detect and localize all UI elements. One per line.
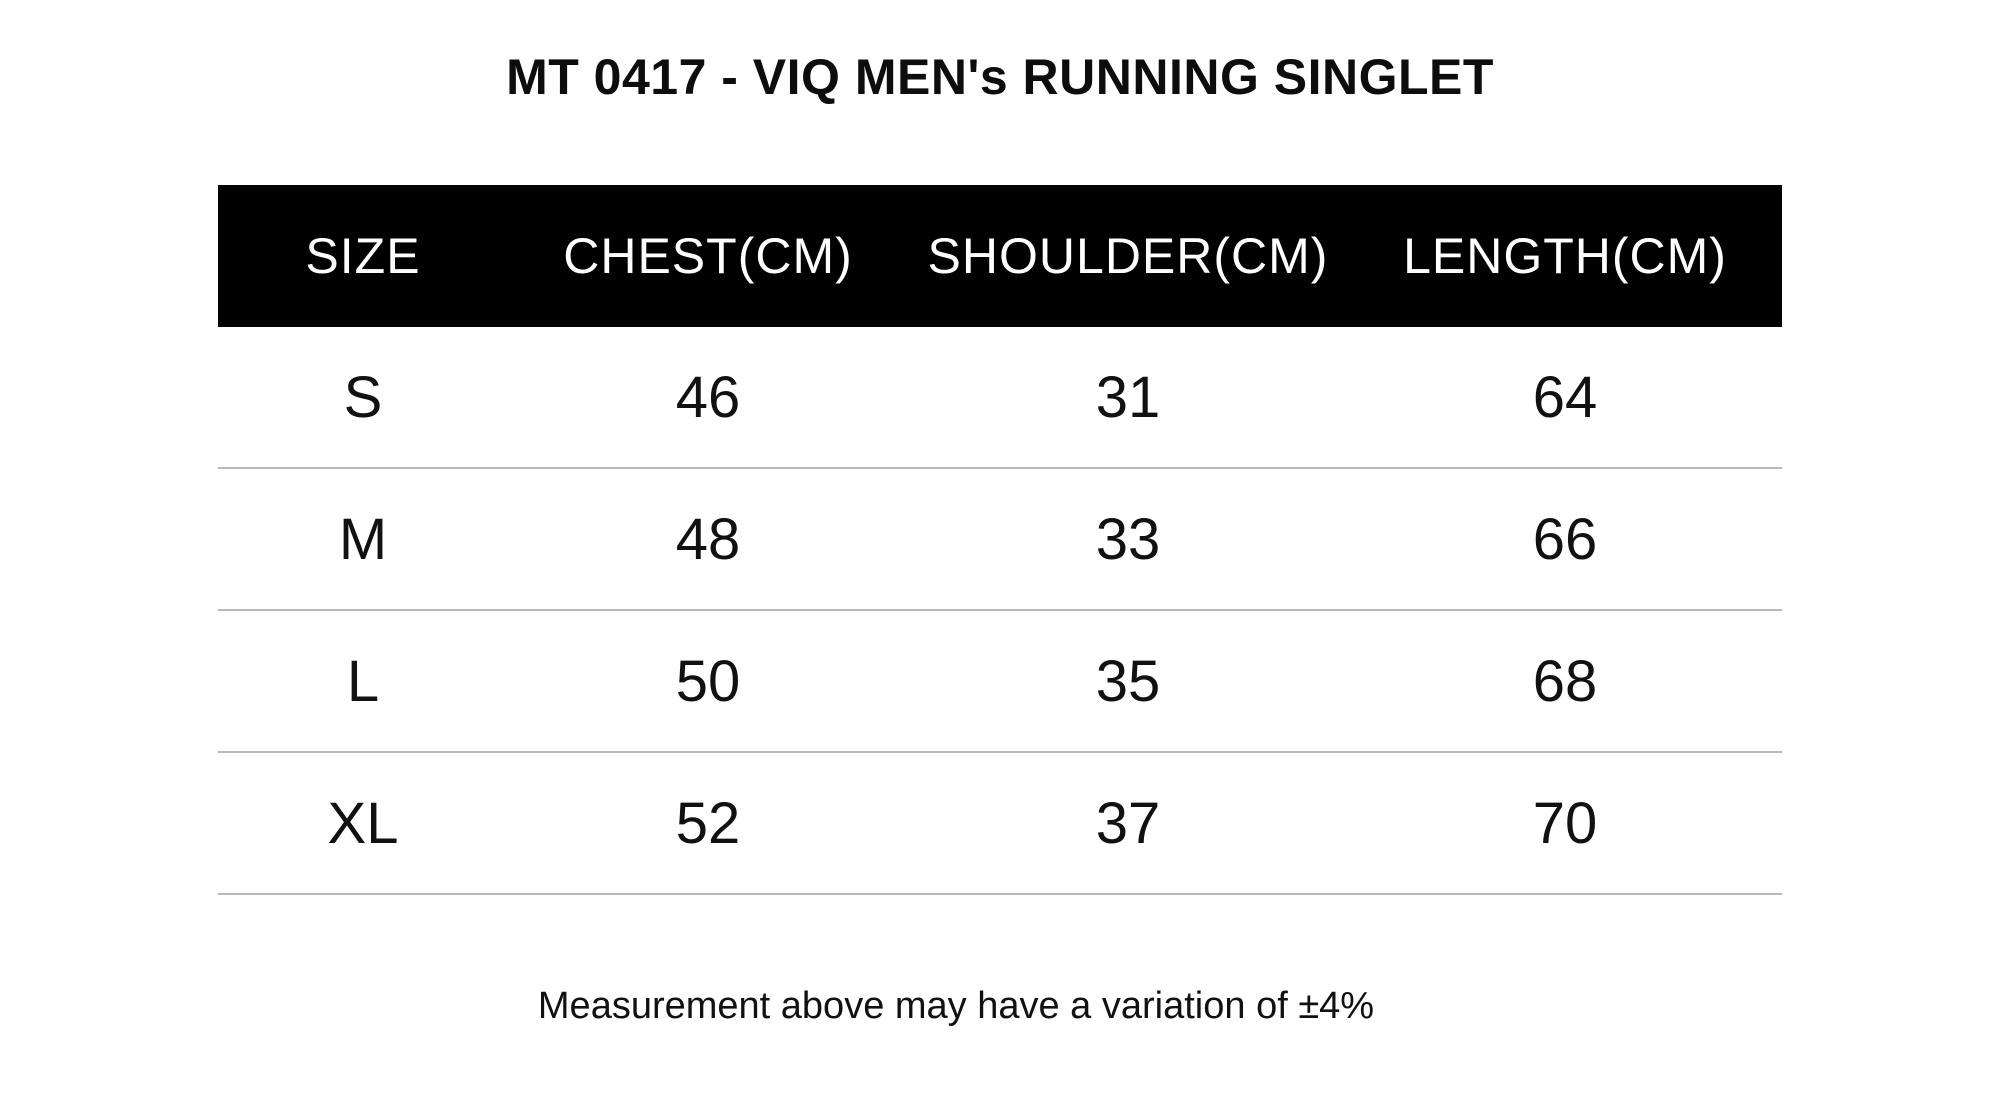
cell-chest: 48 [508, 468, 908, 611]
cell-size: S [218, 327, 508, 469]
header-chest: CHEST(CM) [563, 228, 853, 284]
cell-length: 70 [1348, 752, 1782, 895]
table-row: L 50 35 68 [218, 610, 1782, 753]
header-shoulder: SHOULDER(CM) [927, 228, 1329, 284]
header-size: SIZE [305, 228, 421, 284]
cell-shoulder: 33 [908, 468, 1348, 611]
cell-shoulder: 37 [908, 752, 1348, 895]
cell-length: 66 [1348, 468, 1782, 611]
page-title: MT 0417 - VIQ MEN's RUNNING SINGLET [506, 49, 1494, 105]
table-row: XL 52 37 70 [218, 752, 1782, 895]
cell-length: 64 [1348, 327, 1782, 469]
table-row: M 48 33 66 [218, 468, 1782, 611]
table-row: S 46 31 64 [218, 327, 1782, 469]
cell-length: 68 [1348, 610, 1782, 753]
cell-size: L [218, 610, 508, 753]
cell-shoulder: 35 [908, 610, 1348, 753]
variation-footnote: Measurement above may have a variation o… [537, 985, 1375, 1027]
cell-size: M [218, 468, 508, 611]
size-chart-table: SIZE CHEST(CM) SHOULDER(CM) LENGTH(CM) S… [218, 185, 1782, 895]
cell-shoulder: 31 [908, 327, 1348, 469]
cell-chest: 52 [508, 752, 908, 895]
cell-size: XL [218, 752, 508, 895]
table-header-row: SIZE CHEST(CM) SHOULDER(CM) LENGTH(CM) [218, 185, 1782, 327]
header-length: LENGTH(CM) [1403, 228, 1727, 284]
cell-chest: 50 [508, 610, 908, 753]
cell-chest: 46 [508, 327, 908, 469]
